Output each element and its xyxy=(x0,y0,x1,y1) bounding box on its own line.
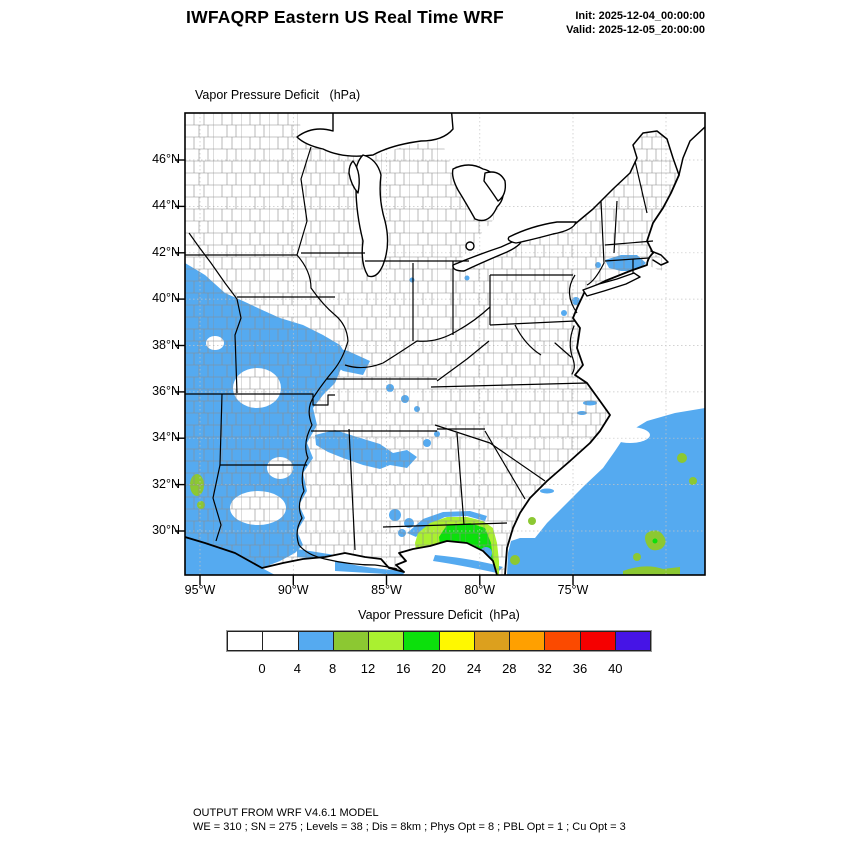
map-frame xyxy=(184,112,706,576)
lon-tick-label: 95°W xyxy=(184,583,216,597)
lat-tick-label: 30°N xyxy=(152,523,180,537)
colorbar-tick-label: 4 xyxy=(293,661,301,676)
colorbar-cell xyxy=(438,631,475,651)
colorbar-tick-label: 24 xyxy=(466,661,482,676)
colorbar-tick-label: 32 xyxy=(537,661,552,676)
colorbar-cell xyxy=(262,631,299,651)
colorbar-cell xyxy=(332,631,369,651)
map-field-label: Vapor Pressure Deficit (hPa) xyxy=(195,88,361,102)
colorbar-cell xyxy=(579,631,616,651)
lat-tick-label: 42°N xyxy=(152,244,180,259)
lat-tick-label: 34°N xyxy=(152,430,180,445)
axis-ticks xyxy=(175,159,574,585)
coastline xyxy=(185,174,680,575)
canada-border xyxy=(574,126,705,225)
colorbar-cell xyxy=(368,631,405,651)
colorbar-tick-label: 40 xyxy=(608,661,623,676)
colorbar-tick-label: 0 xyxy=(258,661,266,676)
wrf-map xyxy=(175,112,706,585)
lat-tick-label: 40°N xyxy=(152,291,180,306)
colorbar-tick-label: 16 xyxy=(396,661,411,676)
map-body xyxy=(185,113,705,575)
colorbar-title: Vapor Pressure Deficit (hPa) xyxy=(358,608,520,622)
colorbar-tick-label: 8 xyxy=(329,661,337,676)
footer-config-line: WE = 310 ; SN = 275 ; Levels = 38 ; Dis … xyxy=(193,820,626,833)
colorbar-cell xyxy=(509,631,546,651)
lon-tick-label: 85°W xyxy=(371,583,402,597)
great-lakes xyxy=(296,113,577,278)
colorbar-tick-label: 20 xyxy=(431,661,446,676)
init-time-label: Init: 2025-12-04_00:00:00 xyxy=(575,10,705,22)
lon-tick-label: 75°W xyxy=(557,583,589,597)
lat-tick-label: 36°N xyxy=(152,383,180,398)
lon-tick-label: 80°W xyxy=(464,583,496,597)
lon-tick-label: 90°W xyxy=(277,583,309,597)
colorbar-cell xyxy=(614,631,651,651)
colorbar-cell xyxy=(403,631,440,651)
run-time-block: Init: 2025-12-04_00:00:00 Valid: 2025-12… xyxy=(480,9,705,37)
lat-tick-label: 46°N xyxy=(152,152,180,166)
colorbar-cell xyxy=(544,631,581,651)
lat-tick-label: 32°N xyxy=(152,476,180,491)
lat-tick-label: 38°N xyxy=(152,337,180,352)
state-boundaries xyxy=(185,146,654,570)
colorbar-cell xyxy=(297,631,334,651)
colorbar-tick-label: 28 xyxy=(502,661,517,676)
page-title: IWFAQRP Eastern US Real Time WRF xyxy=(186,7,504,27)
colorbar-tick-label: 12 xyxy=(360,661,376,676)
colorbar xyxy=(226,630,652,652)
lat-tick-label: 44°N xyxy=(152,198,180,213)
valid-time-label: Valid: 2025-12-05_20:00:00 xyxy=(566,24,705,36)
footer-model-line: OUTPUT FROM WRF V4.6.1 MODEL xyxy=(193,807,379,819)
footer-block: OUTPUT FROM WRF V4.6.1 MODEL WE = 310 ; … xyxy=(193,807,626,834)
colorbar-tick-label: 36 xyxy=(572,661,588,676)
colorbar-cell xyxy=(473,631,510,651)
colorbar-cell xyxy=(227,631,264,651)
